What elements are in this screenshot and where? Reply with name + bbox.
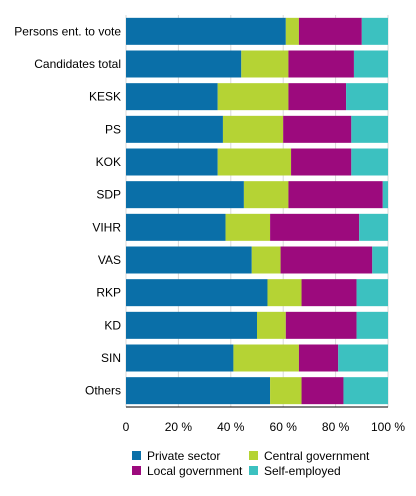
bars xyxy=(126,17,388,405)
bar-local-government-vihr xyxy=(270,213,360,241)
gridlines xyxy=(125,15,389,408)
bar-local-government-sdp xyxy=(288,181,383,209)
bar-local-government-sin xyxy=(298,344,339,372)
bar-private-sector-persons-ent-to-vote xyxy=(126,17,286,45)
bar-local-government-ps xyxy=(283,115,352,143)
bar-central-government-kd xyxy=(257,311,286,339)
bar-private-sector-sdp xyxy=(126,181,244,209)
bar-private-sector-vas xyxy=(126,246,252,274)
bar-central-government-candidates-total xyxy=(241,50,289,78)
category-label: Candidates total xyxy=(34,57,121,71)
bar-self-employed-rkp xyxy=(356,279,388,307)
bar-local-government-kd xyxy=(285,311,357,339)
bar-self-employed-others xyxy=(343,377,388,405)
bar-central-government-others xyxy=(270,377,302,405)
bar-private-sector-sin xyxy=(126,344,234,372)
bar-private-sector-kesk xyxy=(126,83,218,111)
legend-label-private-sector: Private sector xyxy=(147,449,220,463)
category-label: SDP xyxy=(96,188,121,202)
bar-self-employed-candidates-total xyxy=(353,50,388,78)
category-label: VIHR xyxy=(92,220,121,234)
bar-central-government-rkp xyxy=(267,279,302,307)
category-label: KD xyxy=(104,318,121,332)
bar-local-government-vas xyxy=(280,246,373,274)
bar-local-government-kesk xyxy=(288,83,347,111)
bar-self-employed-persons-ent-to-vote xyxy=(361,17,388,45)
category-label: PS xyxy=(105,122,121,136)
bar-central-government-sdp xyxy=(243,181,289,209)
bar-self-employed-kok xyxy=(351,148,388,176)
bar-self-employed-sdp xyxy=(382,181,388,209)
legend-swatch-self-employed xyxy=(249,466,258,475)
bar-local-government-persons-ent-to-vote xyxy=(298,17,362,45)
bar-central-government-ps xyxy=(222,115,284,143)
bar-self-employed-vas xyxy=(372,246,388,274)
category-label: KESK xyxy=(89,90,121,104)
bar-local-government-rkp xyxy=(301,279,357,307)
x-tick-labels: 0 20 % 40 % 60 % 80 % 100 % xyxy=(123,420,406,434)
bar-central-government-sin xyxy=(233,344,299,372)
bar-local-government-others xyxy=(301,377,344,405)
bar-private-sector-rkp xyxy=(126,279,268,307)
category-label: Others xyxy=(85,384,121,398)
x-tick-label: 100 % xyxy=(371,420,405,434)
category-label: SIN xyxy=(101,351,121,365)
category-label: VAS xyxy=(98,253,121,267)
x-tick-label: 40 % xyxy=(217,420,245,434)
x-tick-label: 80 % xyxy=(322,420,350,434)
bar-central-government-vas xyxy=(251,246,281,274)
bar-central-government-kesk xyxy=(217,83,289,111)
bar-local-government-kok xyxy=(291,148,352,176)
bar-private-sector-others xyxy=(126,377,271,405)
bar-local-government-candidates-total xyxy=(288,50,354,78)
bar-self-employed-kd xyxy=(356,311,388,339)
x-tick-label: 0 xyxy=(123,420,130,434)
legend-label-self-employed: Self-employed xyxy=(264,464,341,478)
bar-central-government-persons-ent-to-vote xyxy=(285,17,299,45)
bar-private-sector-vihr xyxy=(126,213,226,241)
legend-swatch-private-sector xyxy=(132,451,141,460)
bar-self-employed-sin xyxy=(338,344,388,372)
bar-self-employed-ps xyxy=(351,115,388,143)
bar-private-sector-ps xyxy=(126,115,223,143)
bar-private-sector-kd xyxy=(126,311,257,339)
legend-label-central-government: Central government xyxy=(264,449,370,463)
bar-private-sector-candidates-total xyxy=(126,50,242,78)
bar-central-government-vihr xyxy=(225,213,271,241)
category-label: KOK xyxy=(96,155,121,169)
bar-self-employed-vihr xyxy=(359,213,388,241)
category-label: RKP xyxy=(96,286,121,300)
category-label: Persons ent. to vote xyxy=(14,24,121,38)
legend: Private sector Central government Local go… xyxy=(132,449,370,478)
bar-central-government-kok xyxy=(217,148,292,176)
category-labels: Persons ent. to vote Candidates total KESK… xyxy=(14,24,121,397)
bar-private-sector-kok xyxy=(126,148,218,176)
x-tick-label: 60 % xyxy=(270,420,298,434)
x-tick-label: 20 % xyxy=(165,420,193,434)
legend-label-local-government: Local government xyxy=(147,464,243,478)
legend-swatch-central-government xyxy=(249,451,258,460)
bar-self-employed-kesk xyxy=(346,83,388,111)
legend-swatch-local-government xyxy=(132,466,141,475)
